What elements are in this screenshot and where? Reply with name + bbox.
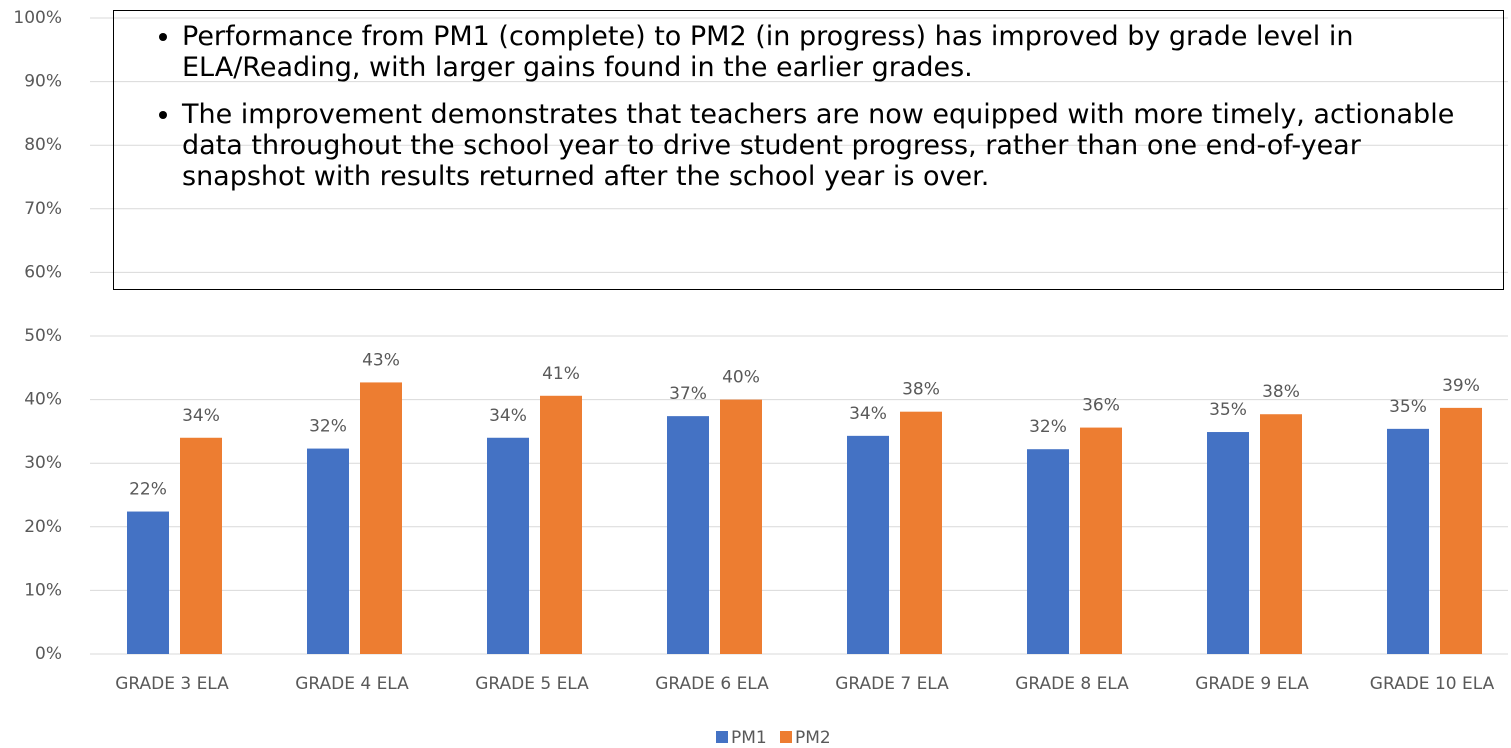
data-label: 43% [362, 350, 400, 370]
data-label: 35% [1209, 400, 1247, 420]
bar [720, 399, 762, 654]
y-tick-label: 60% [24, 262, 62, 282]
bar [127, 511, 169, 654]
data-label: 34% [182, 406, 220, 426]
y-tick-label: 30% [24, 453, 62, 473]
legend-label: PM2 [795, 728, 831, 748]
bar [847, 435, 889, 654]
y-tick-label: 10% [24, 580, 62, 600]
bar [1260, 414, 1302, 654]
data-label: 40% [722, 368, 760, 388]
x-tick-label: GRADE 6 ELA [655, 674, 769, 694]
y-tick-label: 0% [35, 644, 62, 664]
bar [1080, 427, 1122, 654]
bar [180, 437, 222, 654]
data-label: 32% [1029, 417, 1067, 437]
data-label: 38% [1262, 382, 1300, 402]
legend-label: PM1 [731, 728, 767, 748]
bar [667, 416, 709, 654]
bar [900, 411, 942, 654]
annotation-list: Performance from PM1 (complete) to PM2 (… [134, 21, 1483, 192]
bar [307, 448, 349, 654]
data-label: 36% [1082, 396, 1120, 416]
y-tick-label: 20% [24, 517, 62, 537]
bar [540, 395, 582, 654]
y-tick-label: 70% [24, 199, 62, 219]
data-label: 39% [1442, 376, 1480, 396]
bar [1387, 428, 1429, 654]
x-tick-label: GRADE 4 ELA [295, 674, 409, 694]
legend-swatch [780, 731, 792, 743]
data-label: 22% [129, 480, 167, 500]
x-tick-label: GRADE 9 ELA [1195, 674, 1309, 694]
y-tick-label: 80% [24, 135, 62, 155]
bar [1207, 432, 1249, 654]
data-label: 41% [542, 364, 580, 384]
annotation: Performance from PM1 (complete) to PM2 (… [182, 21, 1483, 83]
annotation: The improvement demonstrates that teache… [182, 99, 1483, 192]
bar [1027, 449, 1069, 654]
x-tick-label: GRADE 10 ELA [1370, 674, 1495, 694]
x-tick-label: GRADE 3 ELA [115, 674, 229, 694]
y-tick-label: 90% [24, 72, 62, 92]
data-label: 34% [489, 406, 527, 426]
data-label: 37% [669, 384, 707, 404]
data-label: 35% [1389, 397, 1427, 417]
bar [1440, 407, 1482, 654]
x-tick-label: GRADE 5 ELA [475, 674, 589, 694]
x-tick-label: GRADE 8 ELA [1015, 674, 1129, 694]
x-tick-label: GRADE 7 ELA [835, 674, 949, 694]
legend-swatch [716, 731, 728, 743]
data-label: 34% [849, 404, 887, 424]
bar [360, 382, 402, 654]
data-label: 38% [902, 380, 940, 400]
bar [487, 437, 529, 654]
y-tick-label: 40% [24, 390, 62, 410]
data-label: 32% [309, 417, 347, 437]
y-tick-label: 100% [13, 8, 62, 28]
annotation-box: Performance from PM1 (complete) to PM2 (… [113, 10, 1504, 290]
y-tick-label: 50% [24, 326, 62, 346]
